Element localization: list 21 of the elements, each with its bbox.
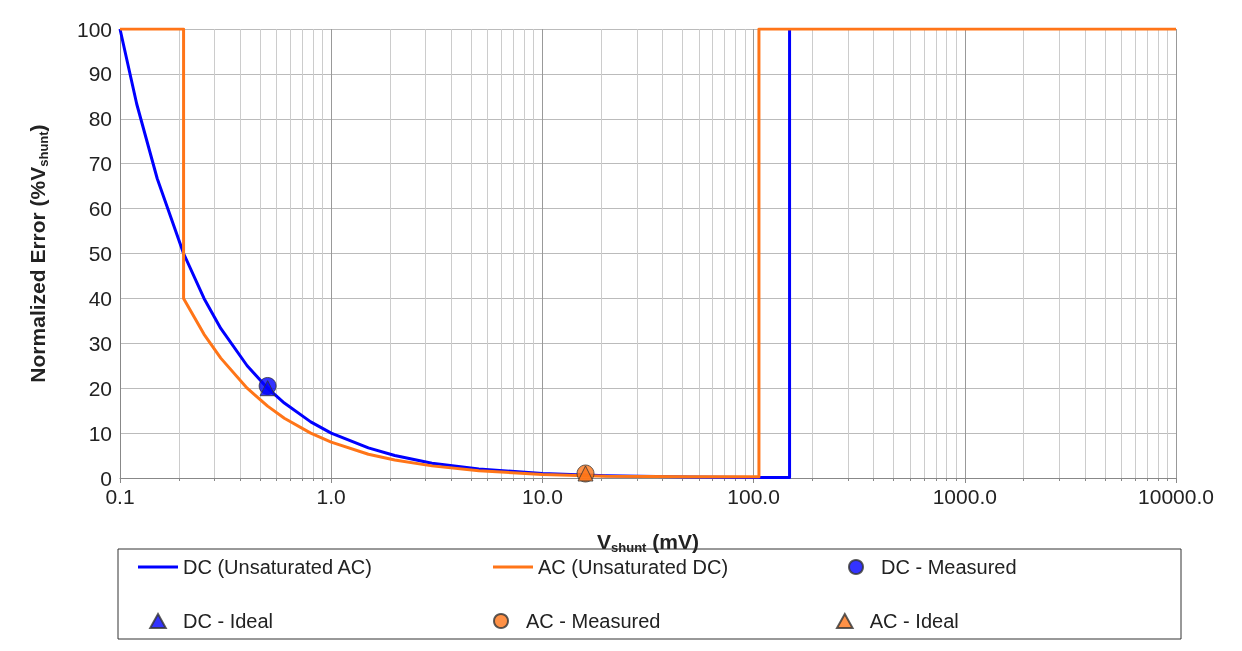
- y-tick-label: 90: [88, 62, 112, 86]
- y-tick-label: 30: [88, 331, 112, 355]
- y-tick-label: 10: [88, 421, 112, 445]
- y-tick-label: 50: [88, 242, 112, 265]
- legend-label: AC - Ideal: [869, 610, 959, 632]
- legend-label: DC (Unsaturated AC): [183, 556, 372, 578]
- y-tick-label: 40: [88, 286, 112, 310]
- x-tick-label: 1.0: [316, 485, 346, 508]
- x-tick-label: 10.0: [521, 485, 563, 508]
- y-tick-label: 60: [88, 197, 112, 221]
- x-tick-label: 1000.0: [932, 485, 997, 508]
- x-tick-label: 10000.0: [1138, 485, 1214, 508]
- y-tick-label: 80: [88, 107, 112, 131]
- x-tick-label: 100.0: [727, 485, 780, 508]
- y-tick-label: 20: [88, 376, 112, 400]
- legend-label: AC (Unsaturated DC): [538, 556, 729, 578]
- legend-label: DC - Measured: [881, 556, 1017, 578]
- y-tick-label: 100: [76, 17, 112, 41]
- legend-label: AC - Measured: [526, 610, 661, 632]
- y-tick-label: 70: [88, 152, 112, 176]
- legend-label: DC - Ideal: [183, 610, 274, 632]
